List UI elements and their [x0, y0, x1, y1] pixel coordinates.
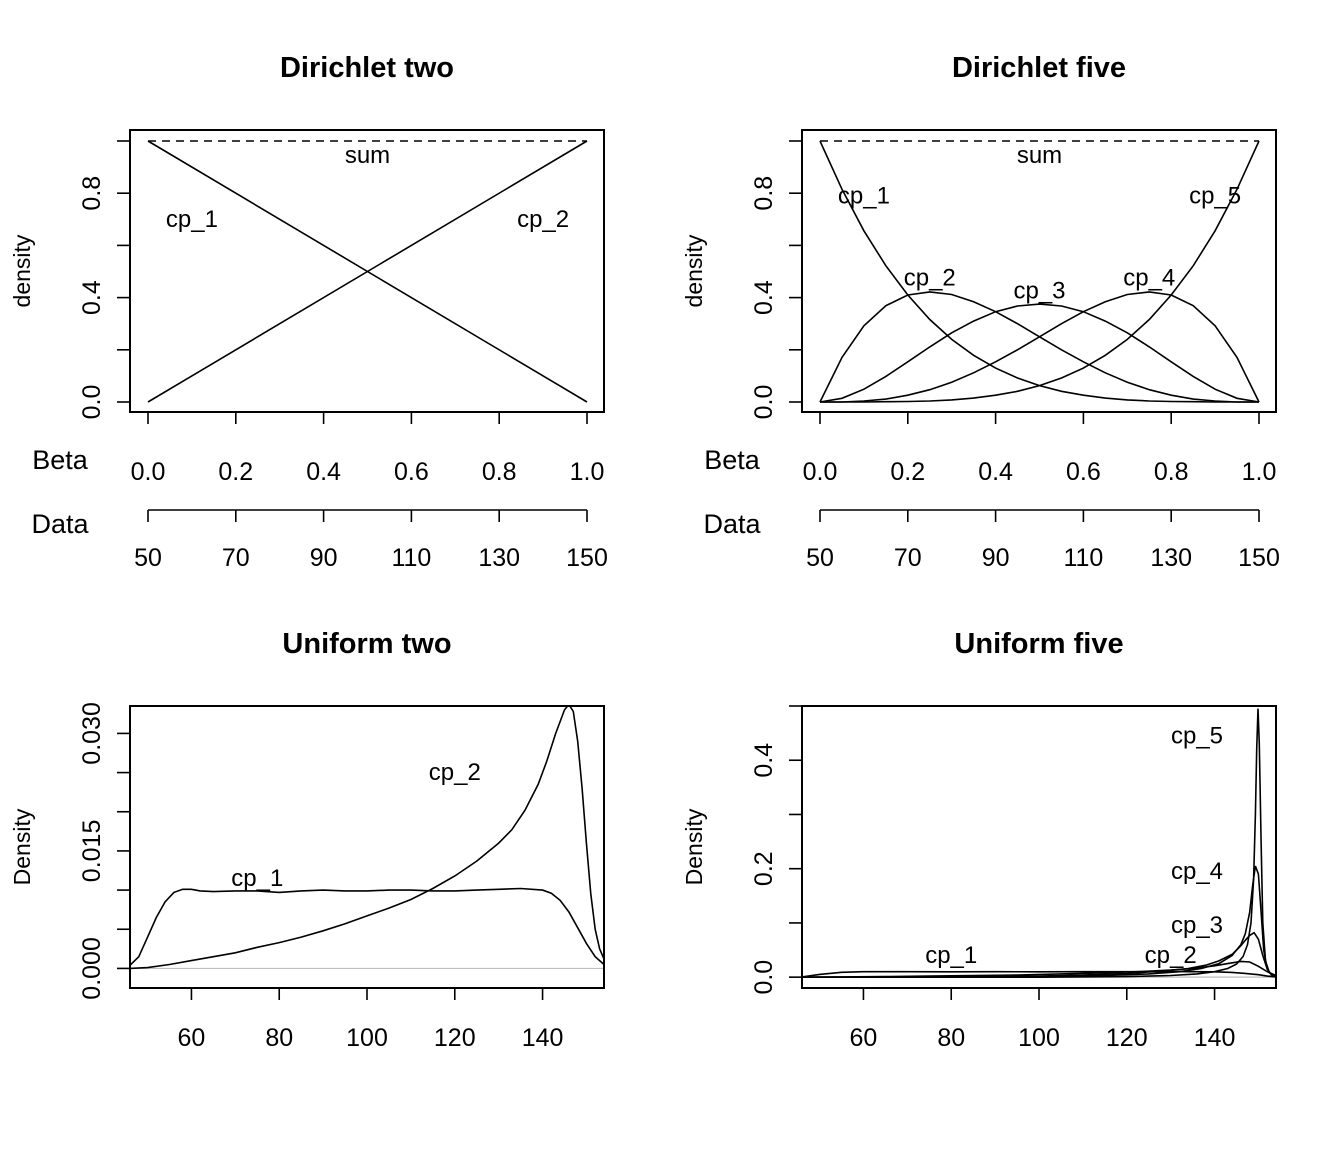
beta-tick-label: 1.0	[1242, 458, 1277, 486]
beta-tick-label: 0.2	[218, 458, 253, 486]
series-label-cp-4: cp_4	[1123, 265, 1175, 292]
data-tick-label: 70	[222, 544, 250, 572]
series-line-cp-1	[802, 970, 1276, 978]
x-tick-label: 120	[434, 1024, 476, 1052]
beta-tick-label: 0.6	[1066, 458, 1101, 486]
y-tick-label: 0.8	[78, 176, 106, 211]
y-axis-label: Density	[9, 808, 35, 885]
x-tick-label: 60	[178, 1024, 206, 1052]
beta-tick-label: 0.8	[1154, 458, 1189, 486]
panel-p2: Dirichlet five 0.0 0.4 0.8 density 0.0 0.2 0.4 0…	[681, 52, 1280, 572]
series-line-cp-2	[147, 140, 588, 403]
series-line-cp-1	[130, 887, 604, 966]
data-tick-label: 50	[806, 544, 834, 572]
y-tick-label: 0.4	[78, 280, 106, 315]
data-axis-label: Data	[31, 509, 89, 539]
series-label-cp-1: cp_1	[838, 182, 890, 209]
data-tick-label: 110	[391, 544, 431, 572]
series-label-sum: sum	[345, 142, 390, 169]
x-tick-label: 100	[346, 1024, 388, 1052]
x-tick-label: 100	[1018, 1024, 1060, 1052]
series-label-cp-4: cp_4	[1171, 858, 1223, 885]
y-tick-label: 0.4	[750, 743, 778, 778]
x-tick-label: 120	[1106, 1024, 1148, 1052]
series-line-cp-4	[820, 291, 1260, 403]
y-tick-label: 0.0	[750, 960, 778, 995]
series-line-cp-2	[130, 706, 604, 970]
chart-title: Uniform two	[282, 628, 451, 660]
series-label-cp-3: cp_3	[1013, 278, 1065, 305]
series-label-cp-5: cp_5	[1171, 722, 1223, 749]
series-label-cp-2: cp_2	[517, 206, 569, 233]
series-label-cp-2: cp_2	[1145, 942, 1197, 969]
data-tick-label: 90	[982, 544, 1010, 572]
beta-tick-label: 0.0	[803, 458, 838, 486]
data-tick-label: 110	[1063, 544, 1103, 572]
plot-frame	[801, 129, 1277, 413]
chart-title: Uniform five	[954, 628, 1123, 660]
data-tick-label: 150	[1238, 544, 1280, 572]
beta-tick-label: 0.4	[978, 458, 1013, 486]
beta-axis-label: Beta	[704, 445, 761, 475]
chart-title: Dirichlet five	[952, 52, 1126, 84]
beta-tick-label: 0.0	[131, 458, 166, 486]
beta-tick-label: 0.6	[394, 458, 429, 486]
series-label-cp-3: cp_3	[1171, 912, 1223, 939]
x-tick-label: 80	[937, 1024, 965, 1052]
x-tick-label: 80	[265, 1024, 293, 1052]
plot-frame	[129, 705, 605, 989]
series-line-cp-1	[819, 140, 1259, 403]
y-axis-label: Density	[681, 808, 707, 885]
panel-p4: Uniform five 0.0 0.2 0.4 Density 60 80 100 120 14…	[681, 628, 1277, 1052]
y-axis-label: density	[9, 234, 35, 307]
series-label-cp-1: cp_1	[925, 942, 977, 969]
beta-tick-label: 0.4	[306, 458, 341, 486]
beta-axis-label: Beta	[32, 445, 89, 475]
data-axis-label: Data	[703, 509, 761, 539]
chart-title: Dirichlet two	[280, 52, 454, 84]
y-tick-label: 0.2	[750, 851, 778, 886]
series-label-cp-2: cp_2	[429, 759, 481, 786]
series-line-cp-5	[820, 140, 1260, 403]
series-label-sum: sum	[1017, 142, 1062, 169]
series-label-cp-2: cp_2	[904, 265, 956, 292]
series-label-cp-1: cp_1	[231, 865, 283, 892]
series-line-cp-2	[802, 960, 1276, 978]
series-label-cp-5: cp_5	[1189, 182, 1241, 209]
data-tick-label: 130	[478, 544, 520, 572]
y-tick-label: 0.0	[78, 385, 106, 420]
series-line-cp-3	[819, 303, 1260, 403]
x-tick-label: 140	[522, 1024, 564, 1052]
y-tick-label: 0.4	[750, 280, 778, 315]
series-line-cp-3	[802, 931, 1276, 979]
x-tick-label: 60	[850, 1024, 878, 1052]
beta-tick-label: 0.8	[482, 458, 517, 486]
series-line-cp-5	[802, 708, 1276, 979]
panel-p1: Dirichlet two 0.0 0.4 0.8 density 0.0 0.2 0.4 0.…	[9, 52, 608, 572]
beta-tick-label: 0.2	[890, 458, 925, 486]
y-tick-label: 0.030	[78, 702, 106, 765]
y-axis-label: density	[681, 234, 707, 307]
y-tick-label: 0.0	[750, 385, 778, 420]
data-tick-label: 130	[1150, 544, 1192, 572]
x-tick-label: 140	[1194, 1024, 1236, 1052]
y-tick-label: 0.8	[750, 176, 778, 211]
y-tick-label: 0.015	[78, 820, 106, 883]
series-label-cp-1: cp_1	[166, 206, 218, 233]
panel-p3: Uniform two 0.000 0.015 0.030 Density 60 80 100…	[9, 628, 605, 1052]
series-line-cp-4	[802, 865, 1276, 979]
beta-tick-label: 1.0	[570, 458, 605, 486]
data-tick-label: 90	[310, 544, 338, 572]
data-tick-label: 70	[894, 544, 922, 572]
data-tick-label: 150	[566, 544, 608, 572]
y-tick-label: 0.000	[78, 937, 106, 1000]
data-tick-label: 50	[134, 544, 162, 572]
